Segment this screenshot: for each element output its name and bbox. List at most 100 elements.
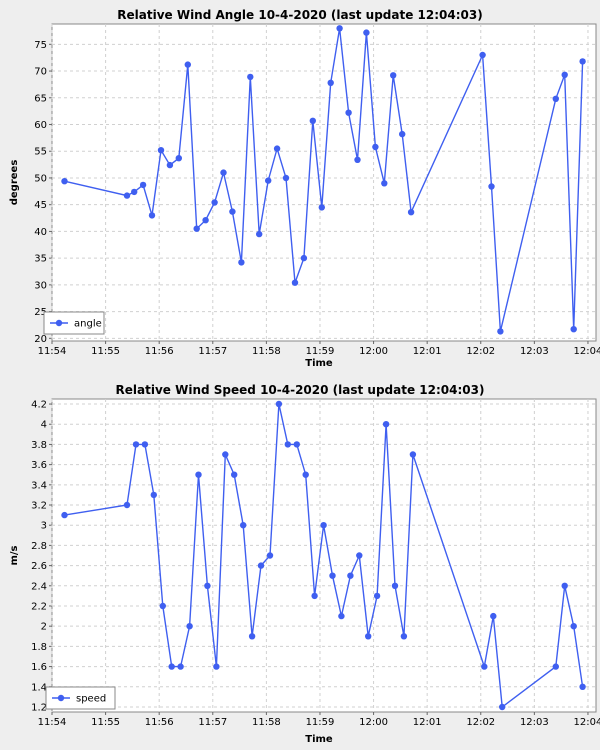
x-tick-label: 11:57: [198, 717, 227, 728]
data-point: [211, 199, 218, 206]
y-tick-label: 4.2: [31, 400, 47, 411]
data-point: [479, 51, 486, 59]
data-point: [311, 592, 318, 600]
data-point: [409, 451, 417, 458]
y-tick-label: 1.8: [31, 642, 47, 653]
y-tick-label: 2.8: [31, 541, 47, 552]
y-tick-label: 2.4: [31, 581, 47, 592]
x-tick-label: 11:58: [252, 717, 281, 728]
data-point: [177, 663, 184, 670]
data-point: [265, 177, 272, 184]
data-point: [390, 72, 397, 79]
y-tick-label: 65: [34, 93, 47, 104]
data-point: [238, 259, 245, 266]
chart-title: Relative Wind Speed 10-4-2020 (last upda…: [116, 383, 485, 397]
data-point: [291, 279, 299, 286]
data-point: [273, 145, 281, 152]
data-point: [213, 663, 220, 670]
data-point: [552, 95, 559, 103]
data-point: [579, 58, 586, 65]
data-point: [168, 663, 175, 670]
angle-chart: Relative Wind Angle 10-4-2020 (last upda…: [9, 8, 600, 369]
data-point: [148, 212, 156, 219]
y-axis-label: m/s: [9, 545, 20, 565]
x-tick-label: 12:03: [520, 717, 549, 728]
data-point: [320, 522, 327, 529]
data-point: [391, 582, 399, 589]
data-point: [373, 592, 381, 600]
y-tick-label: 30: [34, 280, 47, 291]
y-tick-label: 3.2: [31, 501, 47, 512]
data-point: [381, 180, 388, 187]
data-point: [300, 254, 308, 262]
data-point: [579, 683, 586, 690]
data-point: [481, 663, 488, 670]
data-point: [150, 491, 157, 499]
y-tick-label: 35: [34, 254, 47, 265]
data-point: [248, 633, 256, 640]
y-tick-label: 55: [34, 147, 47, 158]
plot-area: [51, 398, 597, 713]
x-tick-label: 12:01: [413, 717, 442, 728]
y-tick-label: 1.2: [31, 702, 47, 713]
legend-box: [43, 311, 105, 335]
y-tick-label: 3.8: [31, 440, 47, 451]
data-point: [175, 155, 182, 162]
data-point: [166, 161, 174, 169]
data-point: [399, 130, 406, 138]
y-tick-label: 2.6: [31, 561, 47, 572]
legend-marker: [57, 694, 65, 702]
data-point: [61, 178, 68, 185]
x-tick-label: 11:59: [306, 717, 335, 728]
y-tick-label: 75: [34, 40, 47, 51]
data-point: [257, 562, 265, 569]
speed-chart: Relative Wind Speed 10-4-2020 (last upda…: [9, 383, 600, 745]
x-tick-label: 12:00: [359, 717, 388, 728]
data-point: [131, 188, 138, 196]
x-axis-label: Time: [305, 734, 333, 745]
angle-chart-panel: Relative Wind Angle 10-4-2020 (last upda…: [9, 8, 600, 369]
y-tick-label: 4: [41, 420, 47, 431]
y-tick-label: 2.2: [31, 601, 47, 612]
chart-title: Relative Wind Angle 10-4-2020 (last upda…: [117, 8, 482, 22]
legend-label: angle: [74, 319, 102, 330]
y-tick-label: 1.4: [31, 682, 47, 693]
data-point: [202, 217, 209, 224]
data-point: [193, 225, 200, 232]
data-point: [499, 703, 506, 711]
data-point: [354, 156, 361, 163]
y-tick-label: 2: [41, 622, 47, 633]
data-point: [345, 109, 352, 116]
legend: speed: [45, 686, 116, 710]
data-point: [123, 192, 131, 199]
x-tick-label: 12:01: [413, 346, 442, 357]
data-point: [220, 169, 227, 176]
data-point: [329, 572, 336, 579]
data-point: [229, 208, 236, 215]
x-tick-label: 11:55: [91, 717, 120, 728]
x-axis-label: Time: [305, 358, 333, 369]
data-point: [488, 183, 495, 190]
y-tick-label: 20: [34, 334, 47, 345]
data-point: [282, 174, 290, 182]
y-tick-label: 40: [34, 227, 47, 238]
data-point: [570, 623, 577, 630]
data-point: [318, 204, 325, 211]
x-tick-label: 11:54: [38, 346, 67, 357]
y-tick-label: 3: [41, 521, 47, 532]
data-point: [184, 61, 191, 68]
data-point: [284, 441, 291, 448]
data-point: [570, 326, 577, 333]
x-tick-label: 11:55: [91, 346, 120, 357]
data-point: [363, 29, 370, 36]
data-point: [141, 441, 149, 448]
y-tick-label: 60: [34, 120, 47, 131]
data-point: [407, 209, 415, 216]
y-tick-label: 3.6: [31, 460, 47, 471]
x-tick-label: 12:04: [574, 717, 600, 728]
data-point: [61, 511, 68, 519]
data-point: [256, 230, 263, 238]
x-tick-label: 12:00: [359, 346, 388, 357]
y-tick-label: 25: [34, 307, 47, 318]
data-point: [195, 471, 202, 478]
